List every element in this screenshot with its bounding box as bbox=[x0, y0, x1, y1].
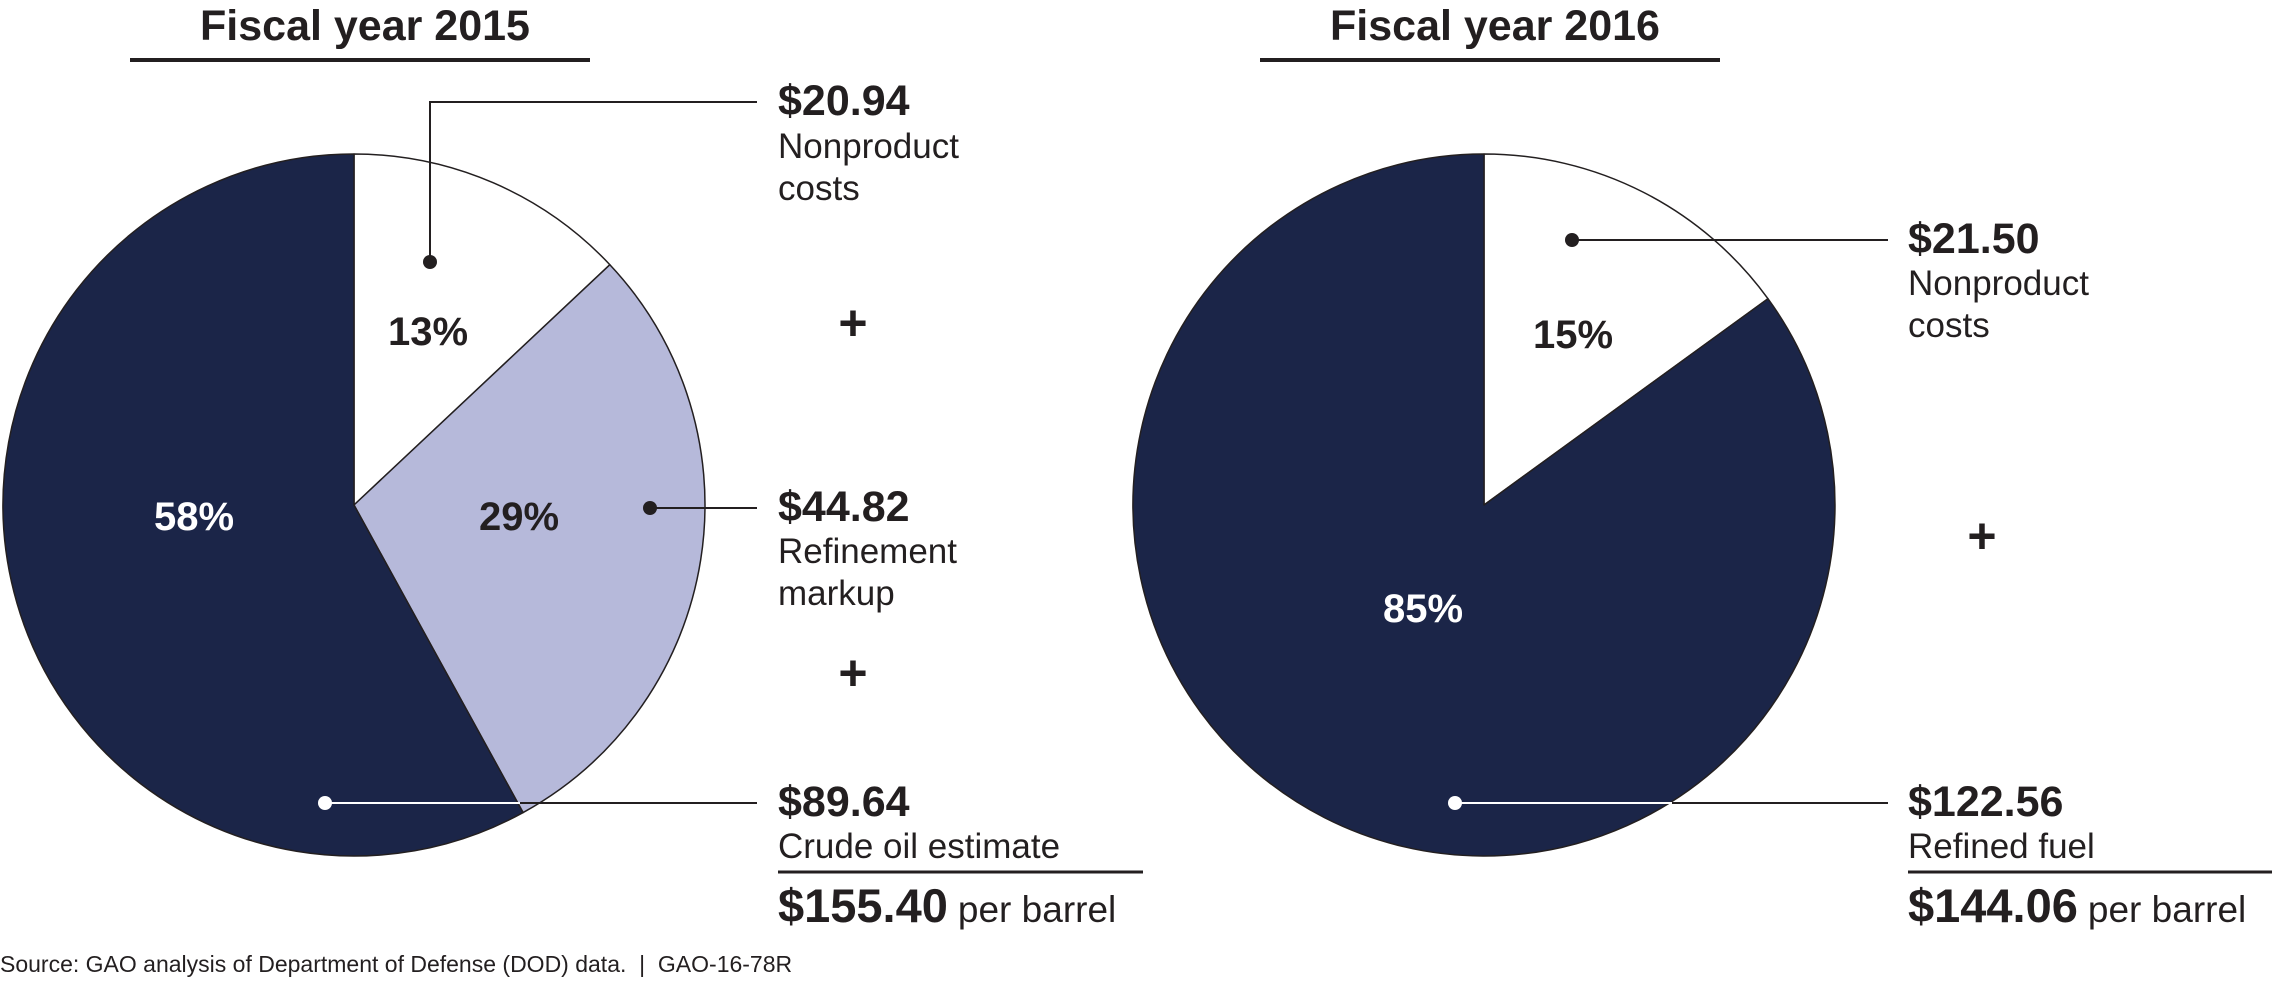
chart-title-fy2015: Fiscal year 2015 bbox=[200, 2, 530, 50]
pie-label-refinement-fy2015: 29% bbox=[479, 495, 559, 539]
total-fy2015: $155.40 per barrel bbox=[778, 879, 1116, 932]
callout-dot bbox=[1565, 233, 1579, 247]
source-note: Source: GAO analysis of Department of De… bbox=[0, 951, 792, 977]
desc-nonproduct-fy2016-line1: Nonproduct bbox=[1908, 264, 2089, 303]
pie-slice-refined-fuel-fy2016 bbox=[1132, 153, 1836, 857]
pie-label-nonproduct-fy2015: 13% bbox=[388, 310, 468, 354]
plus-sign-fy2015-1: + bbox=[838, 295, 867, 351]
callout-nonproduct-fy2015: $20.94 Nonproduct costs bbox=[423, 77, 959, 269]
desc-refinement-fy2015-line1: Refinement bbox=[778, 532, 957, 571]
chart-title-fy2016: Fiscal year 2016 bbox=[1330, 2, 1660, 50]
pie-slice-refinement-markup-fy2015 bbox=[353, 263, 706, 814]
plus-sign-fy2015-2: + bbox=[838, 645, 867, 701]
desc-refinement-fy2015-line2: markup bbox=[778, 574, 895, 613]
callout-nonproduct-fy2016: $21.50 Nonproduct costs bbox=[1565, 215, 2089, 345]
pie-fy2016 bbox=[1132, 153, 1836, 857]
desc-nonproduct-fy2016-line2: costs bbox=[1908, 306, 1990, 345]
callout-refined-fy2016: $122.56 Refined fuel bbox=[1448, 778, 2095, 866]
desc-refined-fy2016: Refined fuel bbox=[1908, 827, 2095, 866]
pie-label-crude-fy2015: 58% bbox=[154, 495, 234, 539]
chart-fy2015: Fiscal year 2015 13% 29% 58% $20.94 Nonp… bbox=[2, 2, 1143, 932]
chart-fy2016: Fiscal year 2016 15% 85% $21.50 Nonprodu… bbox=[1132, 2, 2272, 932]
pie-label-refined-fy2016: 85% bbox=[1383, 587, 1463, 631]
total-fy2016: $144.06 per barrel bbox=[1908, 879, 2246, 932]
total-amount-fy2015: $155.40 bbox=[778, 879, 948, 932]
desc-nonproduct-fy2015-line1: Nonproduct bbox=[778, 127, 959, 166]
plus-sign-fy2016: + bbox=[1967, 508, 1996, 564]
callout-dot bbox=[318, 796, 332, 810]
pie-label-nonproduct-fy2016: 15% bbox=[1533, 313, 1613, 357]
amount-crude-fy2015: $89.64 bbox=[778, 778, 910, 826]
desc-nonproduct-fy2015-line2: costs bbox=[778, 169, 860, 208]
callout-crude-fy2015: $89.64 Crude oil estimate bbox=[318, 778, 1060, 866]
pie-slice-crude-oil-estimate-fy2015 bbox=[2, 153, 524, 857]
total-amount-fy2016: $144.06 bbox=[1908, 879, 2078, 932]
amount-refinement-fy2015: $44.82 bbox=[778, 483, 910, 531]
pie-slice-nonproduct-costs-fy2015 bbox=[353, 153, 611, 506]
callout-refinement-fy2015: $44.82 Refinement markup bbox=[643, 483, 957, 613]
total-unit-fy2015: per barrel bbox=[958, 889, 1116, 930]
callout-dot bbox=[643, 501, 657, 515]
amount-nonproduct-fy2016: $21.50 bbox=[1908, 215, 2040, 263]
pie-slice-nonproduct-costs-fy2016 bbox=[1483, 153, 1769, 506]
amount-refined-fy2016: $122.56 bbox=[1908, 778, 2063, 826]
callout-dot bbox=[1448, 796, 1462, 810]
desc-crude-fy2015: Crude oil estimate bbox=[778, 827, 1060, 866]
callout-dot bbox=[423, 255, 437, 269]
amount-nonproduct-fy2015: $20.94 bbox=[778, 77, 910, 125]
total-unit-fy2016: per barrel bbox=[2088, 889, 2246, 930]
pie-fy2015 bbox=[2, 153, 706, 857]
